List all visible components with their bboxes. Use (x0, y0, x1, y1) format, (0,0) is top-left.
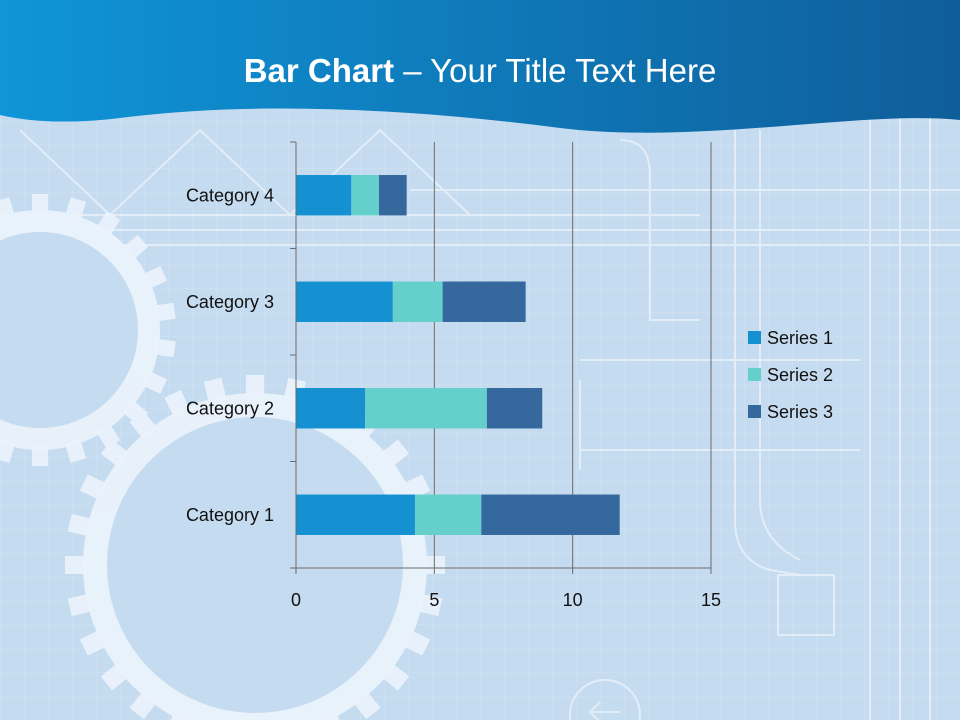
gear-tooth (79, 629, 108, 656)
gear-tooth (402, 629, 431, 656)
gear-tooth (129, 690, 158, 720)
gear-tooth (65, 556, 87, 574)
legend-label: Series 3 (767, 402, 833, 422)
gear-tooth (153, 338, 176, 358)
gear-tooth (32, 446, 48, 466)
bar-segment (296, 494, 415, 535)
bar-segment (414, 494, 482, 535)
gear-tooth (402, 474, 431, 501)
value-tick-label: 10 (563, 590, 583, 610)
gear-tooth (164, 389, 191, 418)
gear-tooth (203, 377, 227, 404)
gear-tooth (380, 662, 410, 691)
gear-tooth (67, 593, 94, 617)
gear-tooth (416, 593, 443, 617)
bar-segment (392, 281, 443, 322)
bar-segment (296, 281, 393, 322)
bar-segment (365, 388, 487, 429)
gear-tooth (67, 513, 94, 537)
gear-tooth (142, 266, 168, 290)
chart-bars (296, 175, 620, 535)
value-axis-labels: 0 5 10 15 (291, 590, 721, 610)
gear-tooth (164, 712, 191, 720)
gear-tooth (142, 370, 168, 394)
gear-tooth (246, 375, 264, 397)
bar-segment (442, 281, 526, 322)
gear-tooth (122, 399, 149, 426)
gear-tooth (122, 234, 149, 261)
gear-tooth (65, 439, 86, 463)
gear-tooth (352, 690, 381, 720)
slide-title-bold: Bar Chart (243, 52, 395, 89)
bar-segment (351, 175, 379, 216)
chart-axes (290, 141, 712, 574)
gear-tooth (95, 211, 121, 237)
bar-segment (481, 494, 620, 535)
chart-legend: Series 1 Series 2 Series 3 (748, 328, 833, 422)
header-band (0, 0, 960, 133)
gear-tooth (100, 662, 130, 691)
bar-segment (296, 388, 366, 429)
legend-swatch (748, 405, 761, 418)
legend-label: Series 1 (767, 328, 833, 348)
value-tick-label: 0 (291, 590, 301, 610)
bar-segment (296, 175, 352, 216)
gear-tooth (319, 712, 346, 720)
gear-tooth (0, 197, 15, 221)
category-label: Category 2 (186, 398, 274, 418)
bar-segment (379, 175, 407, 216)
gear-tooth (0, 439, 15, 463)
value-tick-label: 5 (429, 590, 439, 610)
legend-swatch (748, 331, 761, 344)
legend-label: Series 2 (767, 365, 833, 385)
slide-title-rest: – Your Title Text Here (394, 52, 717, 89)
legend-swatch (748, 368, 761, 381)
gear-tooth (153, 302, 176, 322)
gear-tooth (380, 439, 410, 468)
value-tick-label: 15 (701, 590, 721, 610)
category-label: Category 4 (186, 185, 274, 205)
slide-title: Bar Chart – Your Title Text Here (0, 52, 960, 90)
gear-tooth (65, 197, 86, 221)
gear-tooth (79, 474, 108, 501)
bar-segment (486, 388, 543, 429)
category-axis-labels: Category 1 Category 2 Category 3 Category 4 (186, 185, 274, 525)
category-label: Category 1 (186, 505, 274, 525)
gear-tooth (95, 423, 121, 449)
gear-tooth (32, 194, 48, 214)
category-label: Category 3 (186, 292, 274, 312)
